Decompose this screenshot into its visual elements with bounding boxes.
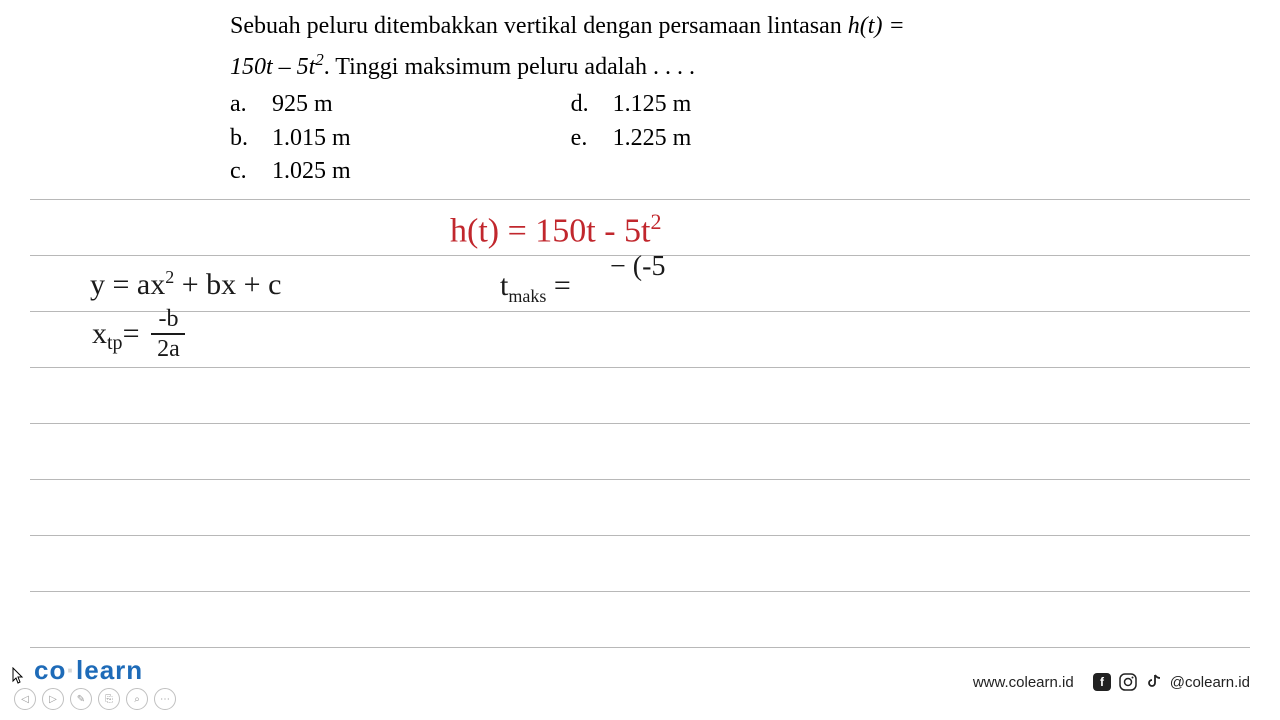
zoom-button[interactable]: ⌕	[126, 688, 148, 710]
copy-button[interactable]: ⎘	[98, 688, 120, 710]
instagram-icon[interactable]	[1118, 672, 1138, 692]
handwriting-tmaks: tmaks =	[500, 269, 571, 307]
option-value: 1.125 m	[613, 88, 692, 122]
fraction-bar	[151, 333, 185, 335]
footer: co·learn ◁ ▷ ✎ ⎘ ⌕ ⋯ www.colearn.id f @c…	[0, 650, 1280, 720]
handwriting-quadratic: y = ax2 + bx + c	[90, 267, 281, 302]
player-controls: ◁ ▷ ✎ ⎘ ⌕ ⋯	[14, 688, 176, 710]
option-a: a. 925 m	[230, 88, 351, 122]
equation-ht: h(t) =	[848, 13, 905, 39]
equation-part: 150t – 5t2	[230, 54, 324, 80]
option-label: c.	[230, 155, 254, 189]
option-label: e.	[571, 122, 595, 156]
social-icons: f @colearn.id	[1092, 672, 1250, 692]
ruled-line	[30, 199, 1250, 200]
options-container: a. 925 m b. 1.015 m c. 1.025 m d. 1.125 …	[230, 88, 1240, 189]
ruled-line	[30, 367, 1250, 368]
option-value: 1.025 m	[272, 155, 351, 189]
facebook-icon[interactable]: f	[1092, 672, 1112, 692]
option-value: 925 m	[272, 88, 333, 122]
edit-button[interactable]: ✎	[70, 688, 92, 710]
ruled-line	[30, 535, 1250, 536]
options-left: a. 925 m b. 1.015 m c. 1.025 m	[230, 88, 351, 189]
handwriting-red-equation: h(t) = 150t - 5t2	[450, 209, 661, 250]
ruled-line	[30, 423, 1250, 424]
option-c: c. 1.025 m	[230, 155, 351, 189]
more-button[interactable]: ⋯	[154, 688, 176, 710]
footer-url: www.colearn.id	[973, 674, 1074, 691]
question-line-2: 150t – 5t2. Tinggi maksimum peluru adala…	[230, 48, 1240, 85]
question-text-2: . Tinggi maksimum peluru adalah . . . .	[324, 54, 695, 80]
ruled-line	[30, 591, 1250, 592]
tiktok-icon[interactable]	[1144, 672, 1164, 692]
cursor-icon	[12, 667, 26, 690]
option-d: d. 1.125 m	[571, 88, 692, 122]
option-label: a.	[230, 88, 254, 122]
ruled-line	[30, 479, 1250, 480]
handwriting-xtp: xtp = -b 2a	[92, 307, 185, 361]
handwriting-minus-neg5: − (-5	[610, 251, 665, 283]
question-text-1: Sebuah peluru ditembakkan vertikal denga…	[230, 13, 848, 39]
ruled-line	[30, 311, 1250, 312]
whiteboard: h(t) = 150t - 5t2 − (-5 tmaks = y = ax2 …	[0, 199, 1280, 659]
question-line-1: Sebuah peluru ditembakkan vertikal denga…	[230, 10, 1240, 44]
logo: co·learn	[34, 655, 143, 686]
question-area: Sebuah peluru ditembakkan vertikal denga…	[0, 0, 1280, 199]
option-value: 1.225 m	[613, 122, 692, 156]
options-right: d. 1.125 m e. 1.225 m	[571, 88, 692, 189]
logo-dot: ·	[66, 655, 76, 685]
play-button[interactable]: ▷	[42, 688, 64, 710]
option-label: d.	[571, 88, 595, 122]
option-e: e. 1.225 m	[571, 122, 692, 156]
option-value: 1.015 m	[272, 122, 351, 156]
option-label: b.	[230, 122, 254, 156]
footer-right: www.colearn.id f @colearn.id	[973, 672, 1250, 692]
ruled-line	[30, 647, 1250, 648]
prev-button[interactable]: ◁	[14, 688, 36, 710]
option-b: b. 1.015 m	[230, 122, 351, 156]
footer-handle: @colearn.id	[1170, 674, 1250, 691]
